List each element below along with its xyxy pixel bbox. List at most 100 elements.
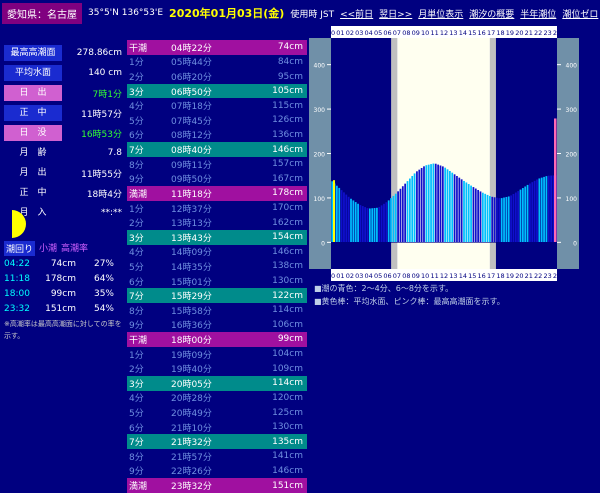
tide-type-label: 小潮: [39, 244, 58, 254]
tide-bar: [416, 171, 418, 243]
hour-label-top: 11: [430, 29, 438, 37]
half-year-tide-link[interactable]: 半年潮位: [520, 9, 557, 20]
dusk-twilight: [489, 38, 496, 269]
info-value: 7.8: [107, 148, 122, 158]
tide-rate-label: 高潮率: [61, 244, 89, 254]
table-cell-c2: 04時22分: [171, 43, 212, 54]
hour-label-bottom: 08: [402, 272, 410, 280]
legend-line-1: ■潮の青色：2～4分、6～8分を示す。: [314, 284, 454, 293]
table-cell-c1: 1分: [129, 58, 144, 69]
table-row: 5分 14時35分 138cm: [127, 259, 307, 274]
info-row: 月 出 11時55分: [4, 164, 124, 182]
info-value: 11時55分: [81, 169, 122, 180]
tide-bar: [521, 188, 524, 243]
tide-bar: [439, 165, 442, 243]
tide-bar: [380, 205, 383, 243]
tide-bar: [489, 196, 491, 243]
hour-label-bottom: 16: [478, 272, 486, 280]
tide-bar: [378, 206, 381, 243]
y-tick-label-left: 100: [314, 196, 326, 203]
table-cell-c2: 07時18分: [171, 102, 212, 113]
info-panel: 最高高潮面 278.86cm 平均水面 140 cm 日 出 7時1分正 中 11時57分日…: [4, 44, 124, 224]
table-row: 7分 21時32分 135cm: [127, 434, 307, 450]
table-row: 5分 20時49分 125cm: [127, 405, 307, 420]
table-cell-c2: 22時26分: [171, 467, 212, 478]
table-cell-c1: 干潮: [129, 43, 148, 54]
tide-bar: [444, 167, 447, 243]
tide-bar: [503, 197, 505, 243]
table-cell-c2: 06時50分: [171, 87, 212, 98]
table-row: 満潮 23時32分 151cm: [127, 478, 307, 493]
hour-label-bottom: 21: [525, 272, 533, 280]
tide-bar: [432, 163, 435, 243]
table-cell-c1: 9分: [129, 321, 144, 332]
info-row: 日 没 16時53分: [4, 124, 124, 142]
table-cell-c1: 3分: [129, 379, 144, 390]
tide-bar: [538, 178, 541, 243]
table-cell-c2: 18時00分: [171, 335, 212, 346]
table-cell-c2: 09時50分: [171, 175, 212, 186]
table-row: 9分 09時50分 167cm: [127, 171, 307, 187]
tide-bar: [411, 175, 414, 243]
tide-bar: [463, 180, 465, 243]
table-cell-c3: 178cm: [272, 188, 303, 199]
tide-bar: [449, 170, 451, 243]
table-cell-c1: 8分: [129, 452, 144, 463]
location-label[interactable]: 愛知県：名古屋: [2, 2, 82, 24]
mean-level-bar: [333, 180, 335, 243]
tide-bar: [491, 196, 494, 243]
hour-label-top: 05: [374, 29, 382, 37]
table-cell-c2: 15時58分: [171, 306, 212, 317]
table-cell-c1: 6分: [129, 277, 144, 288]
tide-height: 151cm: [45, 303, 76, 314]
tide-summary-link[interactable]: 潮汐の概要: [469, 9, 515, 20]
hour-label-top: 12: [440, 29, 448, 37]
tide-bar: [385, 202, 388, 243]
table-cell-c1: 2分: [129, 219, 144, 230]
hour-label-top: 06: [383, 29, 391, 37]
table-cell-c2: 12時37分: [171, 204, 212, 215]
tide-bar: [336, 185, 338, 243]
hour-label-top: 19: [506, 29, 514, 37]
y-tick-label-right: 300: [566, 107, 578, 114]
table-cell-c1: 6分: [129, 423, 144, 434]
tide-bar: [474, 188, 477, 243]
hour-label-top: 21: [525, 29, 533, 37]
tide-rate: 35%: [93, 288, 114, 299]
tide-bar: [456, 175, 458, 243]
hour-label-bottom: 13: [449, 272, 457, 280]
tide-bar: [390, 198, 392, 243]
tide-bar: [526, 184, 529, 243]
hour-label-bottom: 14: [459, 272, 467, 280]
tide-bar: [359, 205, 362, 243]
tide-bar: [364, 207, 367, 243]
info-row: 平均水面 140 cm: [4, 64, 124, 82]
table-row: 4分 14時09分 146cm: [127, 244, 307, 260]
prev-day-link[interactable]: <<前日: [340, 9, 374, 20]
table-row: 2分 13時13分 162cm: [127, 215, 307, 230]
table-cell-c1: 3分: [129, 87, 144, 98]
table-cell-c1: 5分: [129, 116, 144, 127]
tide-bar: [512, 193, 515, 243]
table-cell-c3: 138cm: [272, 261, 303, 272]
monthly-view-link[interactable]: 月単位表示: [418, 9, 464, 20]
table-row: 干潮 04時22分 74cm: [127, 40, 307, 55]
tide-zero-link[interactable]: 潮位ゼロ: [562, 9, 599, 20]
tide-time: 18:00: [4, 288, 30, 299]
tide-bar: [347, 196, 350, 243]
tide-bar: [458, 177, 461, 243]
info-row: 日 出 7時1分: [4, 84, 124, 102]
table-cell-c3: 146cm: [272, 144, 303, 155]
tide-bar: [451, 172, 454, 243]
tide-bar: [340, 190, 343, 243]
table-cell-c3: 74cm: [277, 42, 303, 53]
tide-bar: [420, 167, 423, 243]
hour-label-bottom: 09: [412, 272, 420, 280]
info-value: 278.86cm: [76, 48, 122, 58]
tide-bar: [352, 200, 355, 243]
table-cell-c1: 4分: [129, 248, 144, 259]
next-day-link[interactable]: 翌日>>: [379, 9, 413, 20]
tide-bar: [401, 186, 404, 243]
table-cell-c2: 14時09分: [171, 248, 212, 259]
tide-bar: [430, 164, 432, 243]
